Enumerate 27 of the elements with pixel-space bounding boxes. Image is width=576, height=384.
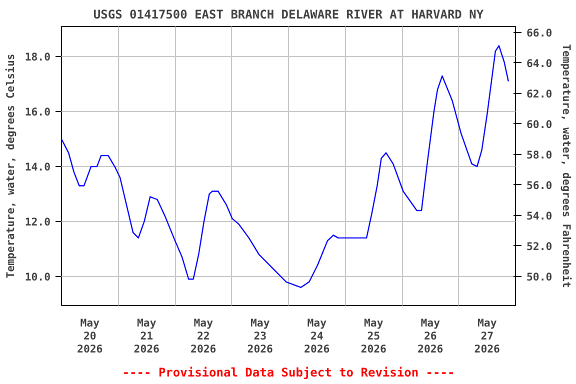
y2-tick-label: 60.0: [526, 118, 552, 131]
x-tick-label: May 25 2026: [360, 316, 386, 356]
y2-tick-label: 50.0: [526, 270, 552, 284]
y-tick-label: 16.0: [24, 106, 51, 119]
y-tick-label: 14.0: [24, 160, 51, 174]
x-tick-label: May 26 2026: [418, 316, 444, 356]
y-tick-label: 10.0: [24, 270, 51, 284]
y-axis-title: Temperature, water, degrees Celsius: [4, 54, 17, 278]
y-tick-label: 12.0: [24, 215, 51, 228]
y2-tick-label: 54.0: [526, 209, 552, 222]
x-tick-label: May 22 2026: [190, 316, 216, 356]
text: ---- Provisional Data Subject to Revision ----: [122, 366, 455, 380]
y2-tick-label: 66.0: [526, 26, 552, 40]
x-tick-label: May 27 2026: [474, 316, 500, 356]
chart-title: USGS 01417500 EAST BRANCH DELAWARE RIVER AT HARVARD NY: [93, 8, 484, 22]
y2-tick-label: 52.0: [526, 240, 552, 253]
x-tick-label: May 23 2026: [247, 316, 273, 356]
x-tick-label: May 24 2026: [304, 316, 330, 356]
y2-tick-label: 62.0: [526, 87, 552, 100]
y2-tick-label: 56.0: [526, 178, 552, 192]
x-tick-label: May 20 2026: [77, 316, 103, 356]
y2-axis-title: Temperature, water, degrees Fahrenheit: [560, 44, 574, 288]
line-series: [62, 45, 510, 288]
y2-tick-label: 58.0: [526, 148, 552, 162]
x-tick-label: May 21 2026: [134, 316, 160, 356]
y-tick-label: 18.0: [24, 50, 51, 64]
y2-tick-label: 64.0: [526, 56, 552, 70]
